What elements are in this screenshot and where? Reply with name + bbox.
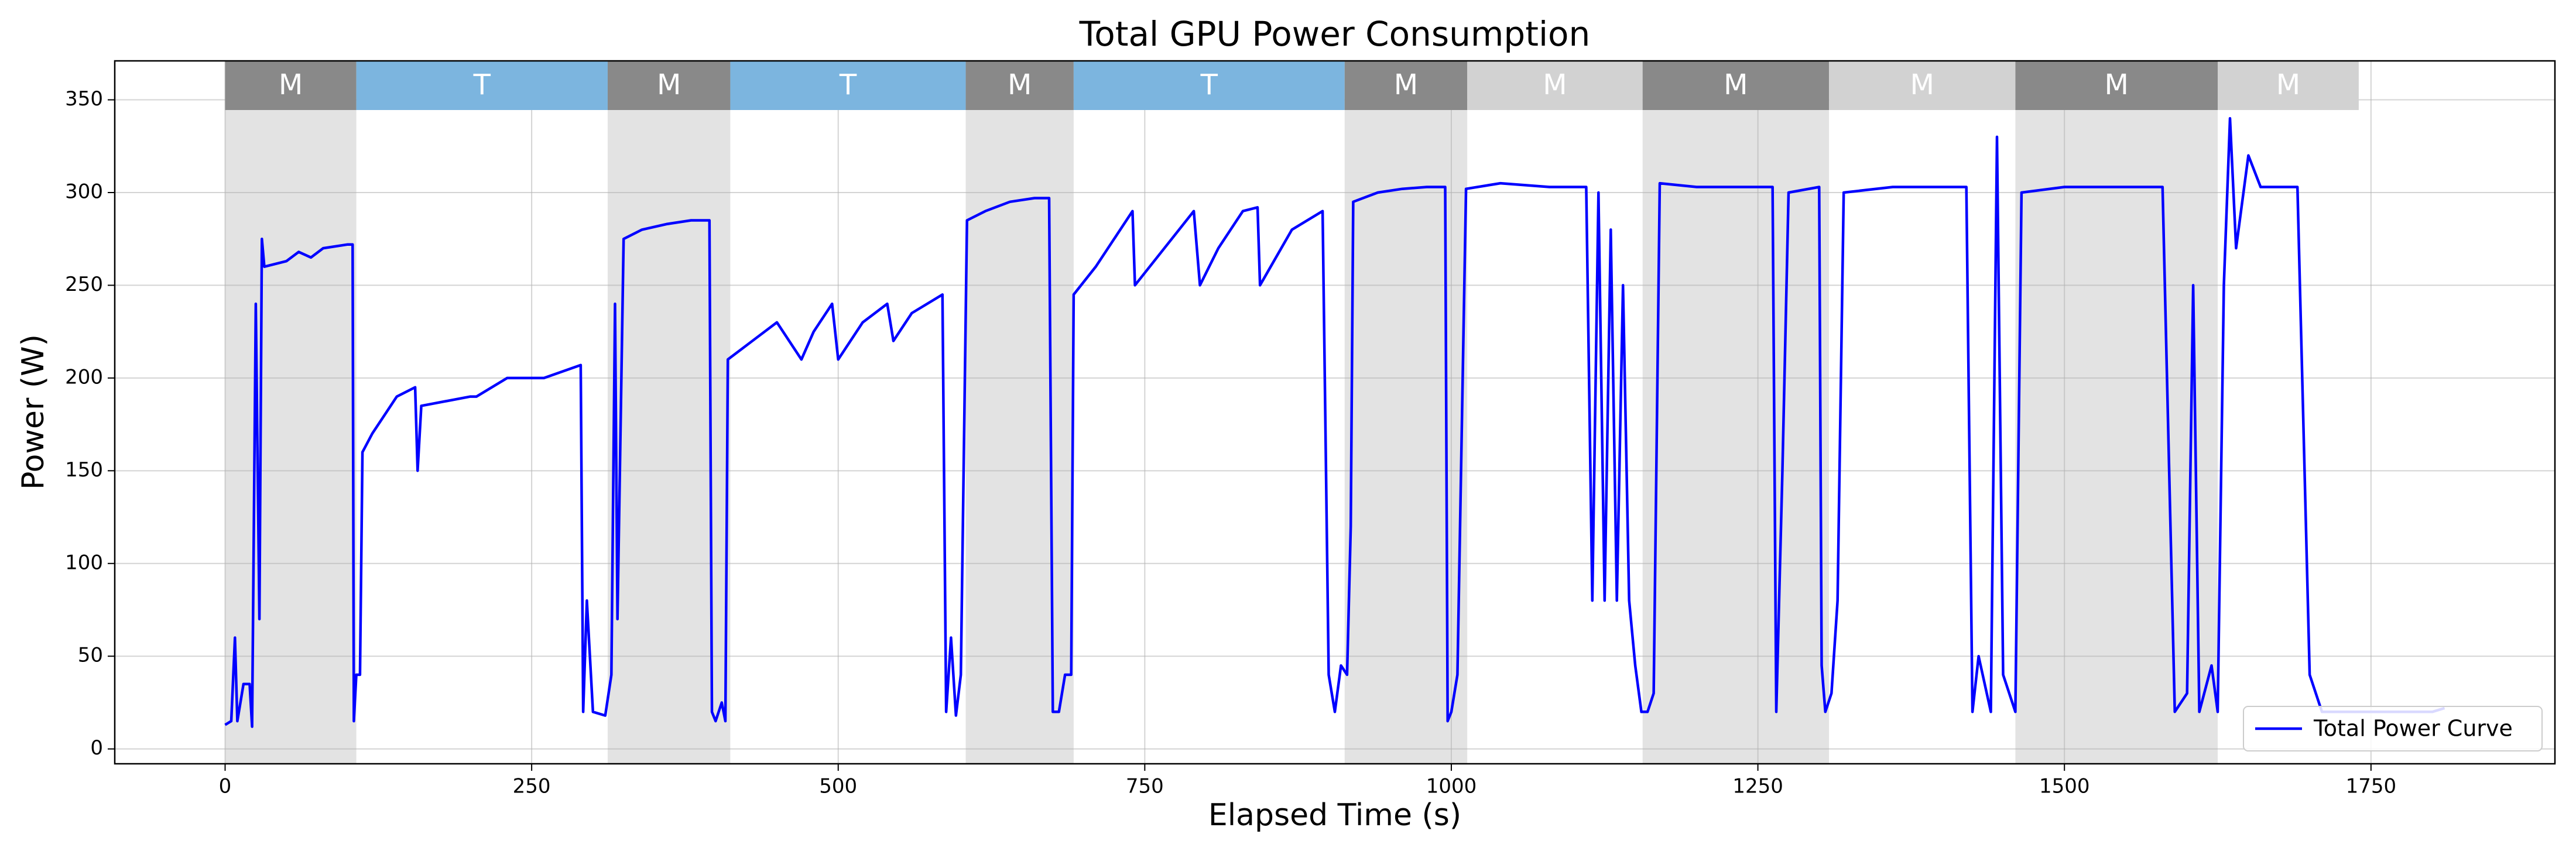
y-tick-label: 100 [65,551,103,574]
phase-banner [965,61,1074,110]
x-tick-label: 1000 [1426,775,1477,798]
power-line [224,116,2445,728]
y-axis-label: Power (W) [16,334,51,490]
phase-shade [965,61,1074,764]
x-axis-label: Elapsed Time (s) [1208,798,1461,833]
y-tick-label: 200 [65,365,103,389]
y-tick-label: 250 [65,273,103,296]
phase-banner [356,61,608,110]
x-tick-label: 1750 [2346,775,2397,798]
phase-label: T [473,68,491,101]
phase-shade [225,61,357,764]
chart-title: Total GPU Power Consumption [1079,14,1591,54]
phase-banner [225,61,357,110]
x-tick-label: 1250 [1732,775,1783,798]
x-tick-label: 1500 [2039,775,2090,798]
x-tick-label: 500 [819,775,857,798]
legend-label: Total Power Curve [2313,716,2513,742]
phase-label: M [279,68,303,101]
phase-label: T [1200,68,1218,101]
phase-label: M [2276,68,2300,101]
legend-box [2243,706,2543,751]
phase-label: M [657,68,681,101]
phase-banner [1344,61,1468,110]
phase-label: M [1910,68,1934,101]
x-tick-label: 750 [1126,775,1164,798]
phase-label: M [1008,68,1032,101]
y-tick-label: 300 [65,180,103,203]
phase-banner [730,61,966,110]
phase-shade [1344,61,1468,764]
phase-label: M [2105,68,2129,101]
phase-label: M [1543,68,1567,101]
phase-banner [1467,61,1643,110]
phase-label: M [1724,68,1748,101]
phase-label: M [1394,68,1418,101]
phase-banner [607,61,731,110]
y-tick-label: 50 [78,644,103,667]
x-tick-label: 250 [513,775,551,798]
phase-banner [1829,61,2016,110]
phase-shade [1642,61,1830,764]
phase-banner [1642,61,1830,110]
plot-frame [114,60,2556,765]
y-tick-label: 350 [65,87,103,111]
y-tick-label: 0 [90,736,103,760]
y-tick-label: 150 [65,458,103,482]
phase-banner [1073,61,1345,110]
phase-shade [2015,61,2218,764]
phase-label: T [839,68,857,101]
x-tick-label: 0 [219,775,232,798]
phase-banner [2015,61,2218,110]
phase-banner [2218,61,2359,110]
